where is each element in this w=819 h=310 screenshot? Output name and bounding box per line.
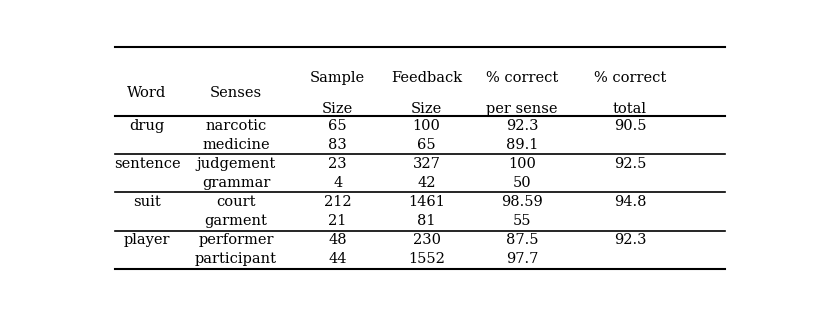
Text: 94.8: 94.8 (613, 195, 645, 209)
Text: 65: 65 (417, 138, 436, 152)
Text: grammar: grammar (201, 176, 269, 190)
Text: 50: 50 (512, 176, 531, 190)
Text: court: court (216, 195, 256, 209)
Text: 1461: 1461 (408, 195, 445, 209)
Text: 87.5: 87.5 (505, 233, 537, 247)
Text: 42: 42 (417, 176, 436, 190)
Text: 92.3: 92.3 (505, 118, 537, 132)
Text: 90.5: 90.5 (613, 118, 645, 132)
Text: 327: 327 (412, 157, 440, 171)
Text: drug: drug (129, 118, 165, 132)
Text: 83: 83 (328, 138, 346, 152)
Text: 230: 230 (412, 233, 440, 247)
Text: 44: 44 (328, 252, 346, 266)
Text: total: total (613, 102, 646, 116)
Text: performer: performer (198, 233, 274, 247)
Text: narcotic: narcotic (205, 118, 266, 132)
Text: per sense: per sense (486, 102, 557, 116)
Text: 212: 212 (324, 195, 351, 209)
Text: 97.7: 97.7 (505, 252, 537, 266)
Text: 1552: 1552 (408, 252, 445, 266)
Text: 81: 81 (417, 214, 436, 228)
Text: 92.5: 92.5 (613, 157, 645, 171)
Text: 48: 48 (328, 233, 346, 247)
Text: garment: garment (204, 214, 267, 228)
Text: Size: Size (410, 102, 441, 116)
Text: suit: suit (133, 195, 161, 209)
Text: 100: 100 (508, 157, 535, 171)
Text: Sample: Sample (310, 71, 364, 85)
Text: player: player (124, 233, 170, 247)
Text: % correct: % correct (485, 71, 558, 85)
Text: 100: 100 (412, 118, 440, 132)
Text: judgement: judgement (196, 157, 275, 171)
Text: Senses: Senses (210, 86, 262, 100)
Text: 98.59: 98.59 (500, 195, 542, 209)
Text: participant: participant (195, 252, 277, 266)
Text: Word: Word (127, 86, 166, 100)
Text: 65: 65 (328, 118, 346, 132)
Text: Size: Size (322, 102, 353, 116)
Text: 92.3: 92.3 (613, 233, 645, 247)
Text: 4: 4 (333, 176, 342, 190)
Text: 89.1: 89.1 (505, 138, 537, 152)
Text: 23: 23 (328, 157, 346, 171)
Text: 55: 55 (512, 214, 531, 228)
Text: 21: 21 (328, 214, 346, 228)
Text: medicine: medicine (202, 138, 269, 152)
Text: sentence: sentence (114, 157, 180, 171)
Text: % correct: % correct (593, 71, 665, 85)
Text: Feedback: Feedback (391, 71, 462, 85)
